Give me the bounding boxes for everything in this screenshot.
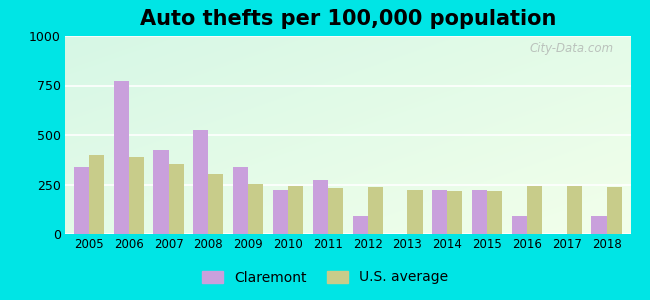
Bar: [193, 130, 209, 234]
Bar: [73, 167, 89, 234]
Bar: [368, 188, 383, 234]
Bar: [129, 157, 144, 234]
Bar: [288, 187, 303, 234]
Bar: [89, 155, 104, 234]
Bar: [408, 190, 422, 234]
Bar: [432, 190, 447, 234]
Text: City-Data.com: City-Data.com: [529, 42, 614, 55]
Bar: [352, 216, 368, 234]
Bar: [209, 174, 224, 234]
Bar: [273, 190, 288, 234]
Bar: [472, 190, 487, 234]
Bar: [328, 188, 343, 234]
Bar: [447, 191, 462, 234]
Bar: [248, 184, 263, 234]
Bar: [114, 80, 129, 234]
Bar: [606, 188, 622, 234]
Bar: [592, 216, 606, 234]
Bar: [512, 216, 527, 234]
Bar: [567, 187, 582, 234]
Legend: Claremont, U.S. average: Claremont, U.S. average: [196, 265, 454, 290]
Bar: [168, 164, 184, 234]
Bar: [487, 191, 502, 234]
Bar: [153, 150, 168, 234]
Bar: [313, 179, 328, 234]
Bar: [233, 167, 248, 234]
Title: Auto thefts per 100,000 population: Auto thefts per 100,000 population: [140, 9, 556, 29]
Bar: [527, 187, 542, 234]
